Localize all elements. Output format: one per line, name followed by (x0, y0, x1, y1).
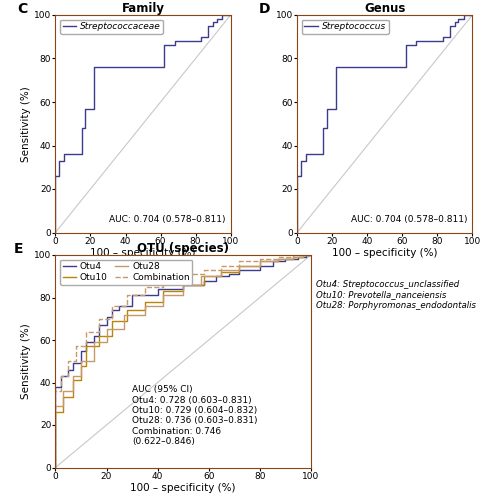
Text: AUC: 0.704 (0.578–0.811): AUC: 0.704 (0.578–0.811) (350, 215, 467, 224)
Text: AUC: 0.704 (0.578–0.811): AUC: 0.704 (0.578–0.811) (109, 215, 226, 224)
X-axis label: 100 – specificity (%): 100 – specificity (%) (332, 248, 438, 258)
Text: E: E (13, 242, 23, 256)
Text: AUC (95% CI)
Otu4: 0.728 (0.603–0.831)
Otu10: 0.729 (0.604–0.832)
Otu28: 0.736 (: AUC (95% CI) Otu4: 0.728 (0.603–0.831) O… (132, 385, 257, 446)
Text: Otu4: Streptococcus_unclassified
Otu10: Prevotella_nanceiensis
Otu28: Porphyromo: Otu4: Streptococcus_unclassified Otu10: … (316, 280, 476, 310)
Y-axis label: Sensitivity (%): Sensitivity (%) (21, 324, 31, 399)
Legend: Streptococcus: Streptococcus (302, 20, 388, 34)
Title: Family: Family (121, 2, 164, 15)
Text: C: C (17, 2, 27, 16)
Y-axis label: Sensitivity (%): Sensitivity (%) (21, 86, 31, 162)
Title: Genus: Genus (364, 2, 405, 15)
Legend: Otu4, Otu10, Otu28, Combination: Otu4, Otu10, Otu28, Combination (60, 260, 192, 284)
Title: OTU (species): OTU (species) (137, 242, 229, 255)
Legend: Streptococcaceae: Streptococcaceae (60, 20, 163, 34)
X-axis label: 100 – specificity (%): 100 – specificity (%) (90, 248, 196, 258)
Text: D: D (259, 2, 270, 16)
X-axis label: 100 – specificity (%): 100 – specificity (%) (131, 484, 236, 494)
